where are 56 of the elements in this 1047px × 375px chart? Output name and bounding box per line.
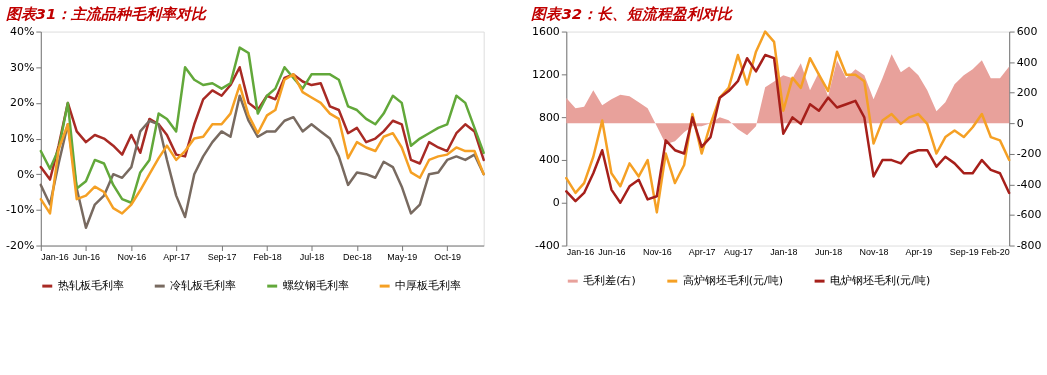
x-tick-label: Jan-16 [41,251,69,262]
x-tick-label: Feb-18 [253,251,282,262]
y2-tick-label: -600 [1016,208,1042,222]
x-tick-label: Jun-18 [814,247,843,257]
y2-tick-label: 400 [1016,55,1038,69]
y-tick-label: 0% [16,167,35,181]
legend-label: 螺纹钢毛利率 [282,279,349,293]
y-tick-label: -20% [6,239,35,253]
x-tick-label: Sep-17 [207,251,237,262]
legend-label: 冷轧板毛利率 [170,279,237,293]
x-tick-label: Apr-17 [688,247,716,257]
y2-tick-label: -400 [1016,177,1042,191]
x-tick-label: Apr-17 [163,251,191,262]
x-tick-label: Nov-18 [859,247,889,257]
x-tick-label: May-19 [387,251,418,262]
legend-label: 毛利差(右) [583,274,636,288]
y-tick-label: 0 [552,196,560,210]
y-tick-label: -10% [6,203,35,217]
y2-tick-label: 0 [1016,116,1024,130]
x-tick-label: Sep-19 [949,247,979,257]
y2-tick-label: -800 [1016,239,1042,253]
legend-label: 高炉钢坯毛利(元/吨) [682,274,783,288]
y-tick-label: 10% [10,132,35,146]
x-tick-label: Aug-17 [723,247,753,257]
x-tick-label: Apr-19 [905,247,933,257]
line-series [39,73,485,215]
x-tick-label: Jun-16 [598,247,626,257]
y2-tick-label: 200 [1016,86,1038,100]
x-tick-label: Jun-16 [72,251,101,262]
y2-tick-label: -200 [1016,147,1042,161]
chart-title: 图表32：长、短流程盈利对比 [531,4,734,23]
x-tick-label: Nov-16 [117,251,147,262]
legend-label: 中厚板毛利率 [395,279,462,293]
y-tick-label: 800 [538,110,560,124]
y-tick-label: 20% [10,96,35,110]
y-tick-label: 1600 [531,25,560,39]
x-tick-label: Jan-18 [770,247,798,257]
x-tick-label: Feb-20 [981,247,1010,257]
y-tick-label: 400 [538,153,560,167]
y-tick-label: 30% [10,60,35,74]
x-tick-label: Jan-16 [566,247,595,257]
legend-label: 热轧板毛利率 [57,279,124,293]
line-series [565,30,1011,214]
line-series [39,65,485,181]
y-tick-label: -400 [535,239,560,253]
y-tick-label: 40% [10,25,35,39]
y-tick-label: 1200 [531,67,560,81]
y2-tick-label: 600 [1016,25,1038,39]
line-series [565,53,1011,204]
x-tick-label: Nov-16 [642,247,672,257]
legend-label: 电炉钢坯毛利(元/吨) [830,274,931,288]
x-tick-label: Dec-18 [343,251,372,262]
chart-title: 图表31：主流品种毛利率对比 [5,4,208,23]
line-series [39,46,485,204]
x-tick-label: Oct-19 [434,251,462,262]
x-tick-label: Jul-18 [299,251,325,262]
